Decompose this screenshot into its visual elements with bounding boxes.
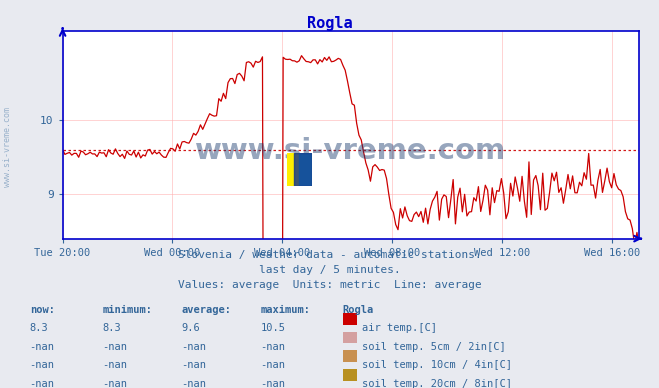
Text: soil temp. 10cm / 4in[C]: soil temp. 10cm / 4in[C] [362, 360, 513, 371]
Text: www.si-vreme.com: www.si-vreme.com [195, 137, 507, 165]
Text: now:: now: [30, 305, 55, 315]
Bar [299, 153, 312, 186]
Text: 10.5: 10.5 [260, 323, 285, 333]
Text: Rogla: Rogla [306, 16, 353, 31]
Text: -nan: -nan [181, 379, 206, 388]
Text: -nan: -nan [102, 379, 127, 388]
Text: -nan: -nan [260, 342, 285, 352]
Text: -nan: -nan [102, 360, 127, 371]
Text: maximum:: maximum: [260, 305, 310, 315]
Text: Slovenia / weather data - automatic stations.: Slovenia / weather data - automatic stat… [178, 250, 481, 260]
Text: -nan: -nan [102, 342, 127, 352]
Text: last day / 5 minutes.: last day / 5 minutes. [258, 265, 401, 275]
Bar [287, 153, 299, 186]
Text: -nan: -nan [30, 379, 55, 388]
Text: 8.3: 8.3 [102, 323, 121, 333]
Text: -nan: -nan [181, 360, 206, 371]
Text: 9.6: 9.6 [181, 323, 200, 333]
Text: -nan: -nan [181, 342, 206, 352]
Text: www.si-vreme.com: www.si-vreme.com [3, 107, 13, 187]
Text: Rogla: Rogla [343, 305, 374, 315]
Text: average:: average: [181, 305, 231, 315]
Text: 8.3: 8.3 [30, 323, 48, 333]
Text: minimum:: minimum: [102, 305, 152, 315]
Text: soil temp. 5cm / 2in[C]: soil temp. 5cm / 2in[C] [362, 342, 506, 352]
Text: -nan: -nan [30, 342, 55, 352]
Text: Values: average  Units: metric  Line: average: Values: average Units: metric Line: aver… [178, 280, 481, 290]
Text: -nan: -nan [30, 360, 55, 371]
Text: air temp.[C]: air temp.[C] [362, 323, 438, 333]
Polygon shape [294, 153, 312, 186]
Text: soil temp. 20cm / 8in[C]: soil temp. 20cm / 8in[C] [362, 379, 513, 388]
Text: -nan: -nan [260, 379, 285, 388]
Text: -nan: -nan [260, 360, 285, 371]
